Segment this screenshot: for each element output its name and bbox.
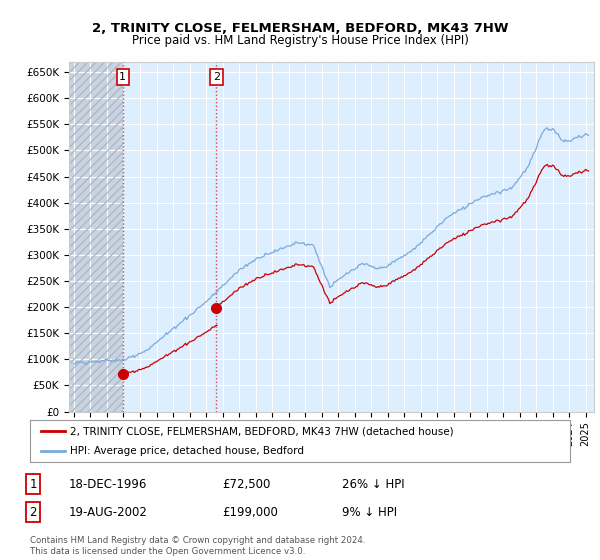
Text: 1: 1 — [119, 72, 127, 82]
Text: 2: 2 — [29, 506, 37, 519]
Text: 2: 2 — [213, 72, 220, 82]
Text: HPI: Average price, detached house, Bedford: HPI: Average price, detached house, Bedf… — [71, 446, 305, 456]
Text: 26% ↓ HPI: 26% ↓ HPI — [342, 478, 404, 491]
Bar — [123, 62, 217, 412]
Text: Price paid vs. HM Land Registry's House Price Index (HPI): Price paid vs. HM Land Registry's House … — [131, 34, 469, 46]
Text: £72,500: £72,500 — [222, 478, 271, 491]
Text: Contains HM Land Registry data © Crown copyright and database right 2024.
This d: Contains HM Land Registry data © Crown c… — [30, 536, 365, 556]
Text: £199,000: £199,000 — [222, 506, 278, 519]
Text: 2, TRINITY CLOSE, FELMERSHAM, BEDFORD, MK43 7HW: 2, TRINITY CLOSE, FELMERSHAM, BEDFORD, M… — [92, 22, 508, 35]
Bar — [69, 62, 123, 412]
Text: 9% ↓ HPI: 9% ↓ HPI — [342, 506, 397, 519]
Text: 18-DEC-1996: 18-DEC-1996 — [69, 478, 148, 491]
Text: 19-AUG-2002: 19-AUG-2002 — [69, 506, 148, 519]
Text: 1: 1 — [29, 478, 37, 491]
Bar — [69, 62, 123, 412]
Text: 2, TRINITY CLOSE, FELMERSHAM, BEDFORD, MK43 7HW (detached house): 2, TRINITY CLOSE, FELMERSHAM, BEDFORD, M… — [71, 426, 454, 436]
